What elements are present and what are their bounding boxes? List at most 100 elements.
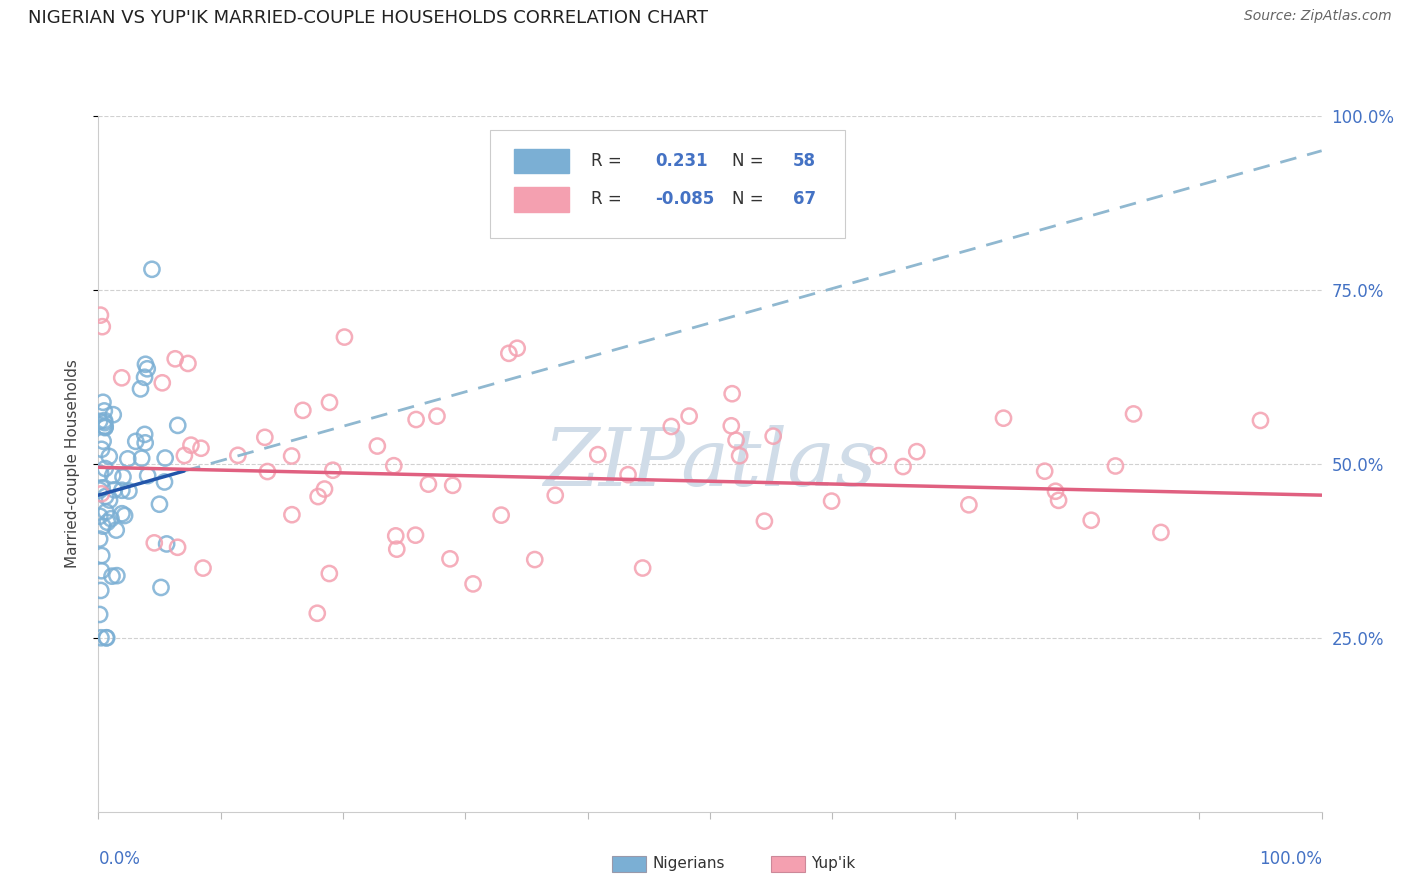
Point (281, 508, 304, 522)
Point (1150, 525, 1173, 540)
Point (256, 465, 278, 479)
Point (148, 497, 170, 511)
Point (489, 508, 512, 523)
Point (150, 581, 173, 595)
Text: 67: 67 (793, 191, 817, 209)
Point (89, 414, 111, 428)
Point (143, 536, 166, 550)
Point (678, 409, 700, 423)
Point (762, 429, 785, 443)
Point (98, 493, 121, 508)
Point (90, 631, 112, 645)
Point (314, 482, 336, 496)
Point (91, 481, 114, 495)
Point (93, 413, 115, 427)
Point (461, 577, 484, 591)
Point (94, 489, 117, 503)
Point (103, 408, 125, 422)
Point (586, 448, 609, 462)
Text: R =: R = (592, 191, 627, 209)
Point (1104, 458, 1126, 473)
Point (253, 430, 276, 444)
Point (136, 361, 159, 376)
Point (226, 448, 249, 462)
Point (111, 470, 134, 484)
Point (957, 498, 980, 512)
Point (153, 475, 176, 489)
Point (89, 308, 111, 322)
Point (1249, 413, 1271, 427)
Point (118, 483, 141, 498)
Point (94, 416, 117, 430)
Point (96, 631, 118, 645)
Point (366, 439, 388, 453)
Point (441, 478, 464, 492)
Text: R =: R = (592, 153, 627, 170)
Point (506, 341, 529, 355)
Point (90, 487, 112, 501)
Point (177, 356, 200, 370)
Point (165, 351, 187, 366)
Point (631, 561, 654, 575)
Point (498, 346, 520, 360)
Point (91, 434, 114, 449)
Point (659, 419, 682, 434)
Point (111, 483, 134, 498)
Point (318, 395, 340, 409)
Point (1033, 464, 1056, 478)
Point (891, 459, 914, 474)
Text: Nigerians: Nigerians (652, 856, 725, 871)
Point (93, 419, 115, 434)
Point (190, 442, 212, 456)
Point (89, 607, 111, 622)
Point (280, 449, 302, 463)
Point (94, 505, 117, 519)
Point (96, 516, 118, 530)
Point (307, 490, 329, 504)
Point (318, 566, 340, 581)
Point (114, 508, 136, 523)
Point (754, 514, 776, 528)
Point (91, 519, 114, 533)
Point (1080, 513, 1102, 527)
Point (307, 607, 329, 621)
Bar (515, 187, 569, 211)
Point (426, 409, 449, 424)
Point (166, 541, 188, 555)
Point (90, 549, 112, 563)
Point (173, 449, 195, 463)
Point (94, 420, 117, 434)
Bar (612, 855, 647, 872)
Point (156, 537, 179, 551)
Point (129, 382, 152, 396)
Point (134, 370, 156, 384)
Point (721, 386, 744, 401)
Point (385, 542, 408, 557)
Point (103, 483, 125, 497)
FancyBboxPatch shape (489, 130, 845, 238)
Point (100, 511, 122, 525)
Point (89, 483, 111, 497)
Text: NIGERIAN VS YUP'IK MARRIED-COUPLE HOUSEHOLDS CORRELATION CHART: NIGERIAN VS YUP'IK MARRIED-COUPLE HOUSEH… (28, 9, 709, 27)
Point (91, 319, 114, 334)
Point (90, 583, 112, 598)
Point (418, 477, 440, 491)
Point (291, 403, 314, 417)
Point (134, 357, 156, 371)
Point (322, 463, 344, 477)
Point (523, 552, 546, 566)
Text: ZIPatlas: ZIPatlas (543, 425, 877, 502)
Point (405, 412, 427, 426)
Point (382, 458, 405, 473)
Point (90, 442, 112, 457)
Bar (772, 855, 806, 872)
Point (1122, 407, 1144, 421)
Point (166, 418, 188, 433)
Text: Source: ZipAtlas.com: Source: ZipAtlas.com (1244, 9, 1392, 23)
Point (993, 411, 1015, 425)
Point (93, 404, 115, 418)
Point (94, 419, 117, 434)
Point (617, 467, 640, 482)
Point (90, 564, 112, 578)
Point (150, 376, 173, 390)
